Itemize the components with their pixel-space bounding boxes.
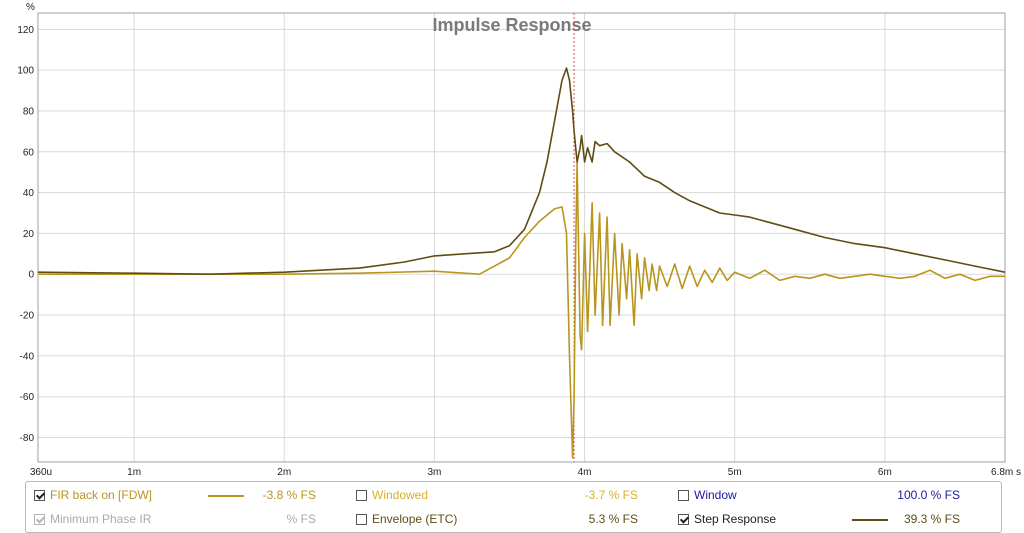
envelope-value: 5.3 % FS [588, 512, 638, 526]
x-tick-label: 360u [30, 467, 52, 478]
y-tick-label: 100 [17, 66, 34, 77]
fir-line-swatch [208, 495, 244, 497]
envelope-checkbox[interactable] [356, 513, 367, 525]
legend-item-step[interactable]: Step Response [678, 509, 776, 529]
y-tick-label: 20 [23, 229, 35, 240]
x-axis: 360u 1m 2m 3m 4m 5m 6m 6.8m s [30, 467, 1021, 478]
fir-value: -3.8 % FS [262, 488, 316, 502]
fir-checkbox[interactable] [34, 489, 45, 501]
legend-item-fir[interactable]: FIR back on [FDW] [34, 485, 152, 505]
step-value: 39.3 % FS [903, 512, 960, 526]
y-axis-unit-label: % [26, 2, 35, 13]
series-line-fir-back-on-fdw [38, 161, 1005, 459]
window-value: 100.0 % FS [897, 488, 960, 502]
windowed-checkbox[interactable] [356, 489, 367, 501]
step-label: Step Response [694, 512, 777, 526]
x-tick-label: 5m [728, 467, 742, 478]
step-line-swatch [852, 519, 888, 521]
y-axis: 120 100 80 60 40 20 0 -20 -40 -60 -80 [17, 25, 34, 444]
minphase-label: Minimum Phase IR [50, 512, 152, 526]
y-tick-label: 120 [17, 25, 34, 36]
y-tick-label: -80 [20, 433, 35, 444]
plot-frame [37, 12, 1006, 463]
y-tick-label: 0 [28, 270, 34, 281]
fir-label: FIR back on [FDW] [50, 488, 153, 502]
chart-title: Impulse Response [432, 15, 591, 35]
x-tick-label: 1m [127, 467, 141, 478]
y-tick-label: 60 [23, 147, 35, 158]
x-tick-label: 2m [277, 467, 291, 478]
windowed-label: Windowed [372, 488, 429, 502]
windowed-value: -3.7 % FS [584, 488, 638, 502]
y-tick-label: 40 [23, 188, 35, 199]
step-checkbox[interactable] [678, 513, 689, 525]
legend-item-windowed[interactable]: Windowed [356, 485, 428, 505]
window-label: Window [694, 488, 737, 502]
x-tick-label: 6m [878, 467, 892, 478]
x-tick-label: 4m [578, 467, 592, 478]
envelope-label: Envelope (ETC) [372, 512, 458, 526]
legend-item-envelope[interactable]: Envelope (ETC) [356, 509, 457, 529]
series-group [37, 67, 1006, 459]
y-tick-label: -60 [20, 392, 35, 403]
legend-item-window[interactable]: Window [678, 485, 737, 505]
y-tick-label: 80 [23, 106, 35, 117]
x-tick-label: 3m [427, 467, 441, 478]
series-line-step-response [37, 67, 1006, 275]
minphase-checkbox [34, 513, 45, 525]
window-checkbox[interactable] [678, 489, 689, 501]
x-tick-label: 6.8m s [991, 467, 1021, 478]
y-tick-label: -40 [20, 351, 35, 362]
y-tick-label: -20 [20, 311, 35, 322]
legend-panel: FIR back on [FDW] -3.8 % FS Windowed -3.… [25, 481, 1002, 533]
minphase-value: % FS [286, 512, 316, 526]
impulse-response-chart[interactable]: % 120 100 80 60 40 20 0 -20 -40 -60 -80 360u 1m 2m 3m… [0, 0, 1024, 480]
legend-item-minphase: Minimum Phase IR [34, 509, 151, 529]
